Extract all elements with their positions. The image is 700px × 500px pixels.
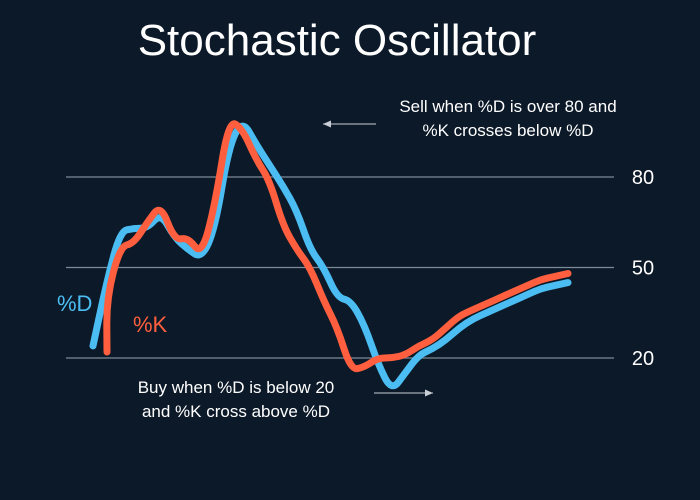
series-labels: %D %K (57, 291, 168, 337)
annotation-arrowhead-buy (425, 389, 433, 397)
y-tick-labels: 80 50 20 (632, 167, 654, 370)
series-label-d: %D (57, 291, 92, 316)
y-tick-label-80: 80 (632, 167, 654, 189)
annotation-sell-line-1: Sell when %D is over 80 and (399, 97, 616, 116)
chart-title: Stochastic Oscillator (138, 16, 537, 65)
series-line-d (89, 122, 572, 390)
series-lines (89, 120, 572, 390)
annotation-sell-line-2: %K crosses below %D (422, 121, 593, 140)
annotation-buy-line-1: Buy when %D is below 20 (138, 378, 335, 397)
series-line-k (103, 120, 572, 373)
grid-lines (66, 176, 614, 359)
annotation-arrowhead-sell (323, 120, 331, 128)
series-label-k: %K (133, 312, 168, 337)
y-tick-label-20: 20 (632, 348, 654, 370)
y-tick-label-50: 50 (632, 258, 654, 280)
annotation-buy-line-2: and %K cross above %D (142, 402, 330, 421)
annotations: Sell when %D is over 80 and %K crosses be… (138, 97, 617, 421)
